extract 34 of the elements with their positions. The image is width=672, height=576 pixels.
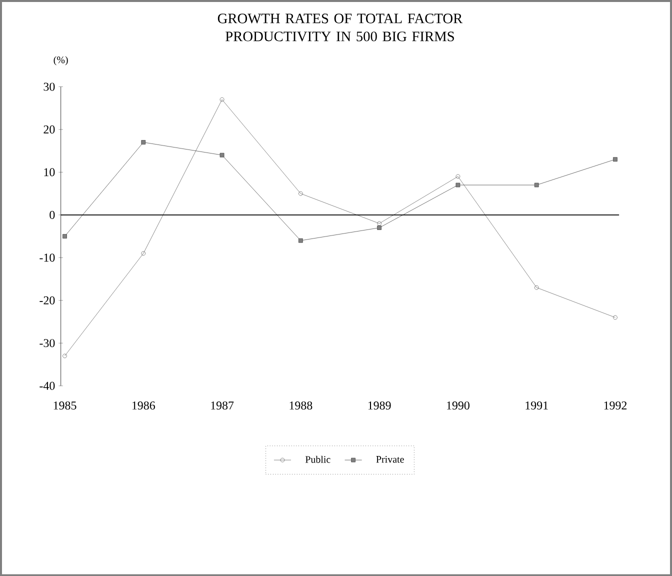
point	[613, 157, 618, 162]
x-tick-label: 1987	[211, 401, 234, 410]
point	[456, 182, 460, 188]
y-tick-label: 10	[44, 168, 55, 176]
point	[534, 285, 539, 290]
x-tick-label: 1985	[54, 401, 76, 410]
y-tick-label: 20	[44, 125, 55, 134]
x-tick-label: 1992	[604, 401, 627, 410]
y-tick-label: -40	[40, 382, 55, 390]
legend-label: Public	[305, 456, 330, 463]
point	[298, 238, 303, 243]
y-axis-title: (%)	[54, 56, 68, 66]
y-tick-label: 30	[44, 82, 55, 91]
point	[298, 191, 303, 196]
point	[141, 140, 146, 144]
point	[534, 182, 539, 188]
legend-label: Private	[376, 456, 404, 463]
x-tick-label: 1991	[526, 401, 548, 410]
y-tick-label: -10	[40, 253, 55, 262]
x-tick-label: 1989	[368, 401, 391, 410]
x-tick-label: 1988	[290, 401, 312, 410]
y-tick-label: -30	[40, 338, 55, 348]
point	[62, 234, 67, 238]
point	[377, 225, 382, 230]
point	[377, 221, 382, 226]
y-tick-label: 0	[50, 210, 55, 219]
point	[456, 174, 460, 179]
x-tick-label: 1990	[447, 401, 470, 410]
x-tick-label: 1986	[132, 401, 156, 410]
point	[220, 97, 224, 102]
chart-title: GROWTH RATES OF TOTAL FACTOR PRODUCTIVITY IN 500 BIG FIRMS	[218, 14, 463, 42]
point	[141, 251, 146, 256]
point	[220, 152, 224, 158]
y-tick-label: -20	[40, 296, 55, 304]
